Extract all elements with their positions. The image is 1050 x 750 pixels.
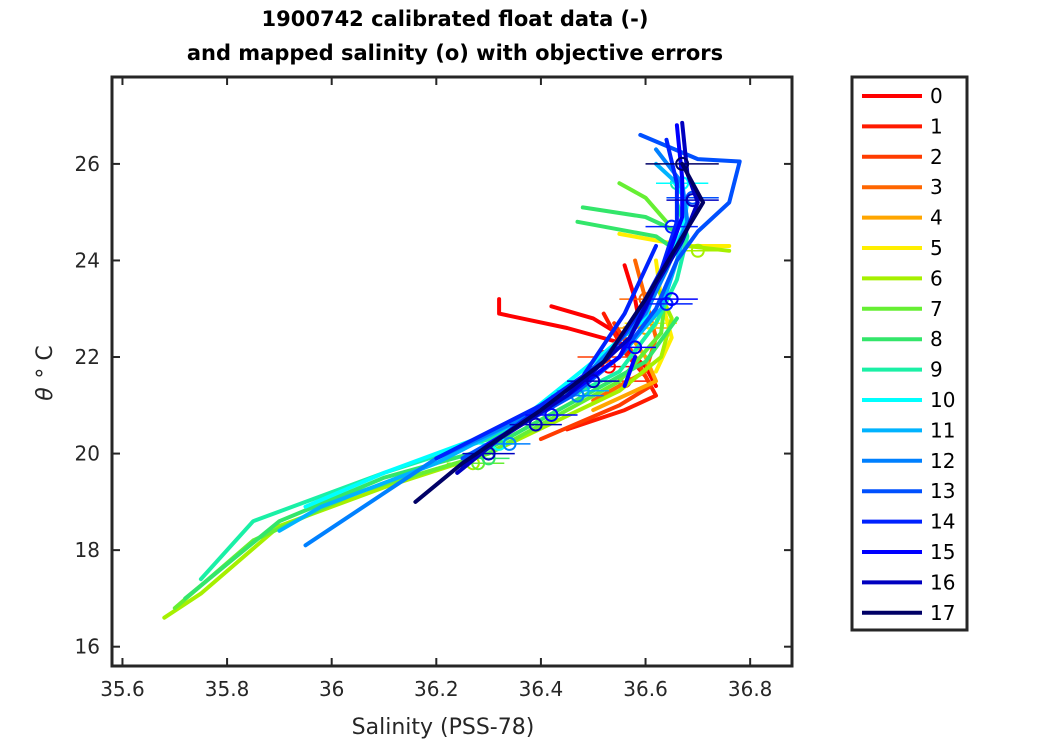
mapped-point [544, 407, 559, 422]
plot-area [112, 77, 792, 666]
x-tick-label: 36 [319, 677, 344, 701]
legend-label: 16 [930, 570, 955, 594]
ticks-layer: 35.6 35.8 36 36.2 36.4 36.6 36.8 16 18 20 22 24 26 [75, 77, 792, 701]
x-tick-label: 35.8 [205, 677, 250, 701]
x-tick-label: 36.4 [519, 677, 564, 701]
legend-label: 15 [930, 540, 955, 564]
legend-label: 6 [930, 266, 943, 290]
profile-line [591, 326, 658, 413]
y-tick-label: 16 [75, 635, 100, 659]
x-tick-label: 36.2 [414, 677, 459, 701]
legend-label: 9 [930, 358, 943, 382]
legend-label: 17 [930, 601, 955, 625]
legend-label: 14 [930, 510, 955, 534]
x-tick-label: 36.6 [623, 677, 668, 701]
mapped-point [528, 417, 543, 432]
data-layer [162, 120, 742, 620]
plot-frame [110, 75, 794, 668]
profile-line [502, 244, 658, 437]
series-17 [413, 156, 719, 504]
legend-label: 13 [930, 479, 955, 503]
profile-line [413, 161, 706, 504]
y-tick-label: 22 [75, 345, 100, 369]
mapped-point [664, 292, 679, 307]
y-tick-label: 20 [75, 442, 100, 466]
legend-label: 2 [930, 145, 943, 169]
mapped-point [675, 156, 690, 171]
mapped-point [628, 340, 643, 355]
legend-label: 5 [930, 236, 943, 260]
mapped-point [690, 243, 705, 258]
x-tick-label: 35.6 [100, 677, 145, 701]
profile-line [617, 181, 669, 224]
legend-label: 3 [930, 175, 943, 199]
legend-label: 4 [930, 206, 943, 230]
mapped-point [685, 193, 700, 208]
legend-label: 0 [930, 84, 943, 108]
legend-label: 12 [930, 449, 955, 473]
y-axis-label: θ ° C [33, 345, 58, 400]
legend-label: 1 [930, 114, 943, 138]
legend-label: 8 [930, 327, 943, 351]
chart-title-line2: and mapped salinity (o) with objective e… [187, 41, 723, 65]
mapped-point [502, 436, 517, 451]
mapped-point [586, 374, 601, 389]
y-tick-label: 18 [75, 538, 100, 562]
legend-label: 11 [930, 418, 955, 442]
y-tick-label: 24 [75, 248, 100, 272]
y-tick-label: 26 [75, 152, 100, 176]
x-axis-label: Salinity (PSS-78) [352, 715, 535, 740]
profile-line [622, 355, 638, 388]
mapped-point [481, 451, 496, 466]
chart-title-line1: 1900742 calibrated float data (-) [262, 7, 649, 31]
y-axis-label-symbol: θ [33, 387, 58, 401]
legend-label: 10 [930, 388, 955, 412]
legend-label: 7 [930, 297, 943, 321]
y-axis-label-unit: ° C [33, 345, 58, 378]
legend-box [850, 75, 969, 632]
x-tick-label: 36.8 [728, 677, 773, 701]
